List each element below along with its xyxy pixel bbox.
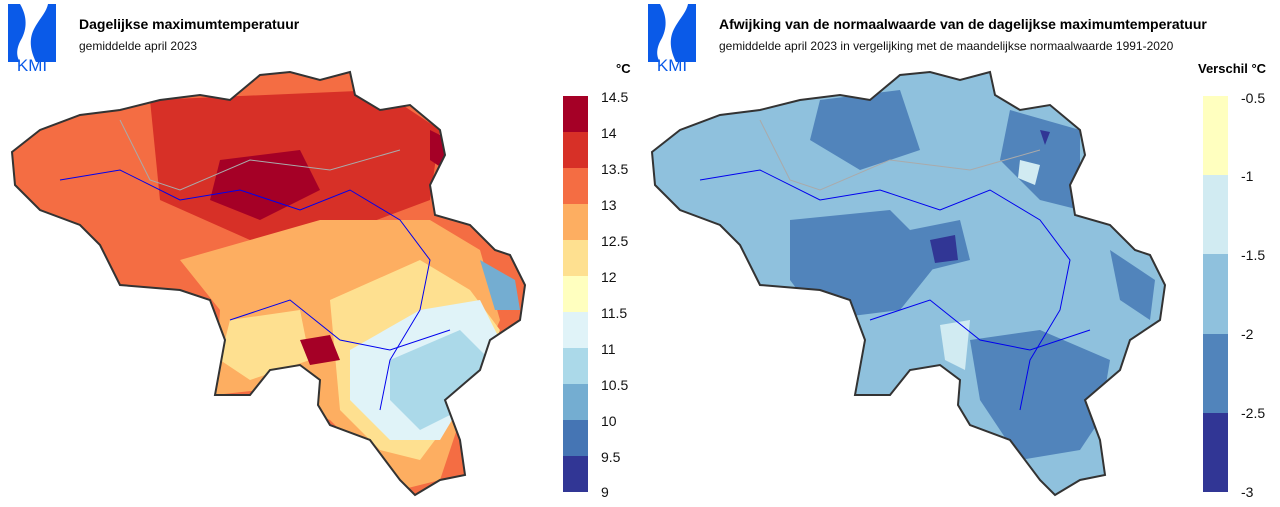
legend-tick: 10 bbox=[601, 413, 617, 429]
legend-bin bbox=[563, 240, 588, 276]
legend-bin bbox=[1203, 254, 1228, 334]
legend-tick: 9.5 bbox=[601, 449, 621, 465]
legend-tick: 14.5 bbox=[601, 89, 629, 105]
legend-bin bbox=[1203, 333, 1228, 413]
svg-text:KMI: KMI bbox=[17, 56, 47, 72]
kmi-logo: KMI bbox=[648, 4, 696, 72]
legend-unit: Verschil °C bbox=[1198, 61, 1267, 76]
legend-tick: -3 bbox=[1241, 484, 1254, 500]
legend-bin bbox=[563, 384, 588, 420]
legend-bin bbox=[563, 276, 588, 312]
map-title: Afwijking van de normaalwaarde van de da… bbox=[719, 16, 1207, 32]
legend-tick: -0.5 bbox=[1241, 90, 1266, 106]
map-subtitle: gemiddelde april 2023 in vergelijking me… bbox=[719, 39, 1174, 53]
legend-tick: 9 bbox=[601, 484, 609, 500]
legend-tick: 11 bbox=[601, 341, 616, 357]
legend-bin bbox=[563, 456, 588, 492]
anomaly-legend bbox=[1203, 96, 1228, 493]
legend-tick: 12 bbox=[601, 269, 617, 285]
legend-tick: 11.5 bbox=[601, 305, 628, 321]
belgium-anomaly-map bbox=[651, 71, 1166, 496]
temperature-legend bbox=[563, 96, 588, 492]
legend-bin bbox=[563, 132, 588, 168]
legend-tick: 12.5 bbox=[601, 233, 629, 249]
legend-bin bbox=[563, 420, 588, 456]
legend-bin bbox=[563, 204, 588, 240]
legend-bin bbox=[1203, 175, 1228, 255]
map-title: Dagelijkse maximumtemperatuur bbox=[79, 16, 300, 32]
legend-bin bbox=[1203, 96, 1228, 176]
legend-tick: 14 bbox=[601, 125, 617, 141]
belgium-temperature-map bbox=[11, 71, 526, 496]
legend-unit: °C bbox=[616, 61, 631, 76]
legend-tick: 13 bbox=[601, 197, 617, 213]
legend-tick: -2 bbox=[1241, 326, 1254, 342]
left-panel-max-temperature: KMI Dagelijkse maximumtemperatuur gemidd… bbox=[8, 4, 631, 500]
svg-text:KMI: KMI bbox=[657, 56, 687, 72]
legend-tick: -1 bbox=[1241, 168, 1254, 184]
legend-bin bbox=[563, 312, 588, 348]
legend-tick: 10.5 bbox=[601, 377, 629, 393]
right-panel-temperature-anomaly: KMI Afwijking van de normaalwaarde van d… bbox=[640, 0, 1280, 507]
legend-bin bbox=[1203, 412, 1228, 493]
legend-bin bbox=[563, 96, 588, 132]
legend-bin bbox=[563, 168, 588, 204]
legend-tick: -1.5 bbox=[1241, 247, 1266, 263]
kmi-logo: KMI bbox=[8, 4, 56, 72]
legend-tick: 13.5 bbox=[601, 161, 629, 177]
legend-tick: -2.5 bbox=[1241, 405, 1266, 421]
map-subtitle: gemiddelde april 2023 bbox=[79, 39, 198, 53]
legend-bin bbox=[563, 348, 588, 384]
